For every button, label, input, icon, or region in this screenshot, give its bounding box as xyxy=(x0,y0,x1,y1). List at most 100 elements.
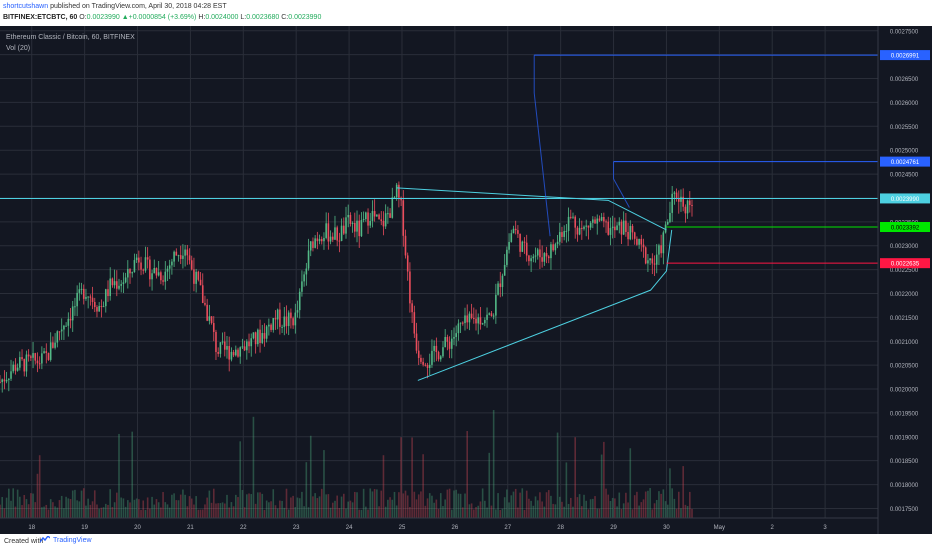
candle-body xyxy=(232,351,235,356)
candle-body xyxy=(318,239,321,242)
volume-bar xyxy=(585,500,588,518)
volume-bar xyxy=(554,504,557,518)
candle-body xyxy=(558,232,561,242)
x-tick-label: 22 xyxy=(240,525,247,531)
candle-body xyxy=(237,349,239,357)
volume-bar xyxy=(349,500,352,518)
candle-body xyxy=(239,347,242,357)
candle-body xyxy=(182,255,184,259)
candle-body xyxy=(179,255,182,259)
volume-bar xyxy=(435,499,438,518)
volume-bar xyxy=(135,498,138,518)
candle-body xyxy=(102,306,105,308)
volume-bar xyxy=(536,500,539,518)
volume-bar xyxy=(400,437,402,518)
candle-body xyxy=(686,200,689,214)
chart-area[interactable]: 0.00275000.00270000.00265000.00260000.00… xyxy=(0,26,932,534)
volume-bar xyxy=(230,502,233,518)
volume-bar xyxy=(424,505,427,518)
volume-bar xyxy=(578,494,581,518)
x-tick-label: 28 xyxy=(557,525,564,531)
candle-body xyxy=(541,257,543,262)
candle-body xyxy=(140,262,142,270)
volume-bar xyxy=(439,493,442,518)
volume-bar xyxy=(290,497,292,518)
volume-bar xyxy=(93,490,96,518)
candle-body xyxy=(133,260,136,273)
candle-body xyxy=(587,225,590,228)
volume-bar xyxy=(534,496,537,518)
price-chart[interactable]: 0.00275000.00270000.00265000.00260000.00… xyxy=(0,26,932,534)
candle-body xyxy=(497,283,499,295)
volume-bar xyxy=(358,509,361,518)
volume-bar xyxy=(365,506,367,518)
volume-bar xyxy=(393,491,396,518)
candle-body xyxy=(417,350,420,358)
volume-bar xyxy=(215,503,217,518)
y-tick-label: 0.0025500 xyxy=(890,125,919,131)
volume-bar xyxy=(620,508,623,518)
candle-body xyxy=(349,214,352,224)
volume-bar xyxy=(206,497,208,518)
candle-body xyxy=(309,241,312,251)
volume-bar xyxy=(530,500,532,518)
volume-bar xyxy=(30,493,32,518)
candle-body xyxy=(164,271,167,282)
volume-bar xyxy=(371,491,374,518)
volume-bar xyxy=(457,493,460,518)
candle-body xyxy=(563,231,565,237)
x-tick-label: 23 xyxy=(293,525,300,531)
candle-body xyxy=(131,272,134,274)
volume-bar xyxy=(89,504,92,518)
price-axis-bg xyxy=(878,26,932,534)
volume-bar xyxy=(305,462,308,518)
tradingview-brand[interactable]: TradingView xyxy=(40,536,92,544)
volume-bar xyxy=(157,502,160,518)
volume-bar xyxy=(488,452,491,518)
candle-body xyxy=(80,288,83,290)
volume-bar xyxy=(325,494,327,518)
volume-bar xyxy=(422,454,424,518)
candle-body xyxy=(426,365,429,368)
candle-body xyxy=(252,332,255,339)
candle-body xyxy=(111,278,114,286)
volume-bar xyxy=(56,507,59,518)
volume-bar xyxy=(91,501,94,518)
candle-body xyxy=(142,269,145,271)
volume-bar xyxy=(98,508,100,518)
candle-body xyxy=(19,357,21,368)
volume-bar xyxy=(8,488,10,518)
y-tick-label: 0.0027500 xyxy=(890,29,919,35)
volume-bar xyxy=(625,492,627,518)
volume-bar xyxy=(468,504,471,518)
candle-body xyxy=(384,213,387,227)
volume-bar xyxy=(658,491,660,518)
volume-bar xyxy=(279,500,281,518)
candle-body xyxy=(616,225,618,231)
candle-body xyxy=(107,289,109,297)
candle-body xyxy=(89,296,92,298)
volume-bar xyxy=(331,502,334,518)
candle-body xyxy=(636,238,638,245)
candle-body xyxy=(450,338,453,349)
volume-bar xyxy=(129,502,131,518)
volume-bar xyxy=(647,490,649,518)
ohlc-line: BITFINEX:ETCBTC, 60 O:0.0023990 ▲+0.0000… xyxy=(3,13,321,22)
volume-bar xyxy=(360,509,363,518)
volume-bar xyxy=(274,505,277,518)
candle-body xyxy=(651,258,654,264)
candle-body xyxy=(118,285,120,289)
author-link[interactable]: shortcutshawn xyxy=(3,3,49,10)
y-tick-label: 0.0022000 xyxy=(890,292,919,298)
candle-body xyxy=(67,318,70,326)
candle-body xyxy=(184,249,186,256)
volume-bar xyxy=(519,492,521,518)
candle-body xyxy=(36,360,39,364)
volume-bar xyxy=(43,506,45,518)
volume-bar xyxy=(378,506,380,518)
volume-bar xyxy=(312,496,314,518)
candle-body xyxy=(166,268,169,272)
candle-body xyxy=(554,244,557,251)
candle-body xyxy=(60,329,63,332)
volume-bar xyxy=(188,496,191,518)
